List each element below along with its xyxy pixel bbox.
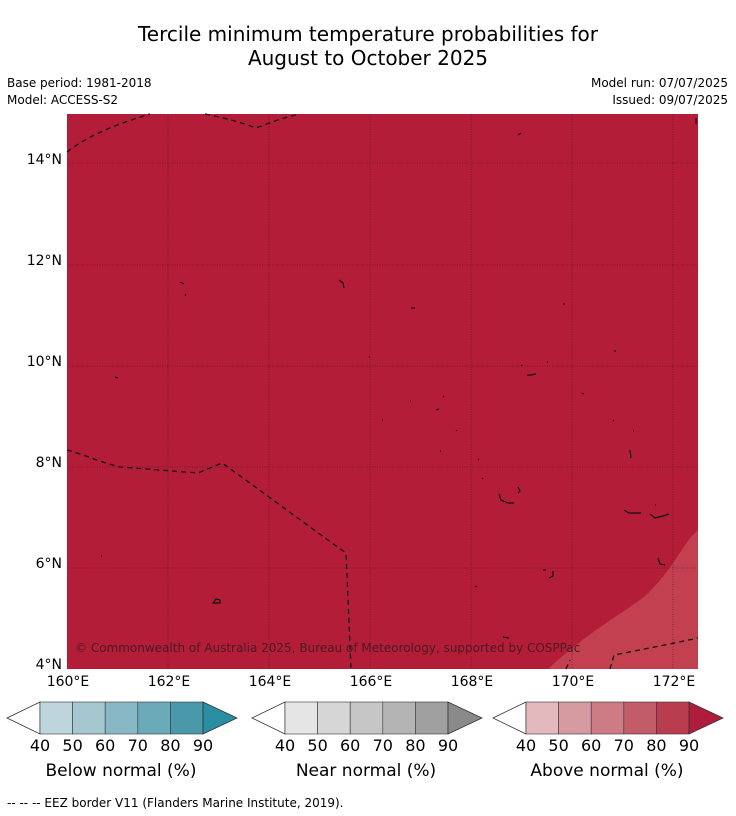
colorbar-label-below: Below normal (%) — [45, 761, 197, 781]
islands — [101, 118, 697, 639]
colorbar-below-bin-4 — [170, 701, 204, 735]
colorbar-below-tick-70: 70 — [127, 736, 148, 755]
colorbar-above-bin-3 — [623, 701, 657, 735]
colorbar-above-bin-1 — [558, 701, 592, 735]
colorbar-near-bin-3 — [382, 701, 416, 735]
lat-tick-10: 10°N — [26, 354, 62, 370]
colorbar-below — [6, 701, 238, 735]
model-name: Model: ACCESS-S2 — [7, 93, 119, 107]
lon-tick-162: 162°E — [147, 674, 191, 690]
colorbar-near-tick-90: 90 — [437, 736, 459, 755]
colorbar-below-tick-50: 50 — [62, 736, 83, 755]
lat-tick-12: 12°N — [26, 253, 62, 269]
lon-tick-160: 160°E — [46, 674, 90, 690]
model-run: Model run: 07/07/2025 — [590, 76, 728, 90]
colorbar-below-bin-2 — [104, 701, 139, 735]
colorbar-above-tick-80: 80 — [646, 736, 667, 755]
colorbar-below-bin-1 — [72, 701, 106, 735]
base-period: Base period: 1981-2018 — [7, 76, 152, 90]
lat-tick-14: 14°N — [26, 152, 62, 168]
eez-footnote: -- -- -- EEZ border V11 (Flanders Marine… — [7, 796, 344, 810]
colorbar-near-bin-1 — [317, 701, 351, 735]
lon-tick-170: 170°E — [551, 674, 595, 690]
colorbar-above-tick-50: 50 — [548, 736, 569, 755]
colorbar-near — [251, 701, 483, 735]
lat-tick-4: 4°N — [35, 657, 62, 673]
lon-tick-166: 166°E — [349, 674, 393, 690]
title-line-2: August to October 2025 — [247, 46, 489, 70]
colorbar-above-tick-70: 70 — [613, 736, 634, 755]
colorbar-above-over-triangle — [688, 701, 724, 735]
lat-tick-8: 8°N — [35, 455, 62, 471]
colorbar-near-bin-2 — [349, 701, 384, 735]
colorbar-near-bin-4 — [415, 701, 449, 735]
colorbar-below-tick-90: 90 — [192, 736, 214, 755]
colorbar-near-tick-40: 40 — [274, 736, 296, 755]
colorbar-near-tick-50: 50 — [307, 736, 328, 755]
colorbar-below-tick-40: 40 — [29, 736, 51, 755]
colorbar-below-tick-80: 80 — [160, 736, 181, 755]
lon-tick-168: 168°E — [450, 674, 494, 690]
colorbar-near-tick-80: 80 — [405, 736, 426, 755]
colorbar-near-bin-0 — [284, 701, 318, 735]
title-line-1: Tercile minimum temperature probabilitie… — [137, 22, 599, 46]
lon-tick-172: 172°E — [652, 674, 696, 690]
colorbar-below-under-triangle — [6, 701, 41, 735]
map-title: Tercile minimum temperature probabilitie… — [0, 22, 736, 70]
lon-tick-164: 164°E — [248, 674, 292, 690]
meta-right: Model run: 07/07/2025 Issued: 09/07/2025 — [591, 75, 728, 109]
colorbar-label-near: Near normal (%) — [295, 761, 437, 781]
eez-borders — [66, 113, 699, 670]
colorbar-below-tick-60: 60 — [95, 736, 116, 755]
colorbar-above — [492, 701, 724, 735]
colorbar-above-tick-90: 90 — [678, 736, 700, 755]
probability-field — [67, 114, 698, 669]
colorbar-below-over-triangle — [202, 701, 238, 735]
map-frame — [67, 114, 698, 669]
colorbar-near-under-triangle — [251, 701, 286, 735]
colorbar-below-bin-0 — [39, 701, 73, 735]
colorbar-above-under-triangle — [492, 701, 527, 735]
colorbar-below-bin-3 — [137, 701, 171, 735]
colorbar-above-bin-0 — [525, 701, 559, 735]
copyright-notice: © Commonwealth of Australia 2025, Bureau… — [75, 641, 581, 655]
colorbar-above-bin-4 — [656, 701, 690, 735]
meta-left: Base period: 1981-2018 Model: ACCESS-S2 — [7, 75, 152, 109]
issued-date: Issued: 09/07/2025 — [612, 93, 728, 107]
lat-tick-6: 6°N — [35, 556, 62, 572]
colorbar-above-tick-60: 60 — [581, 736, 602, 755]
colorbar-near-over-triangle — [447, 701, 483, 735]
colorbar-near-tick-60: 60 — [340, 736, 361, 755]
colorbar-above-tick-40: 40 — [515, 736, 537, 755]
colorbar-label-above: Above normal (%) — [530, 761, 684, 781]
colorbar-near-tick-70: 70 — [372, 736, 393, 755]
colorbar-above-bin-2 — [590, 701, 625, 735]
graticule — [67, 114, 698, 669]
